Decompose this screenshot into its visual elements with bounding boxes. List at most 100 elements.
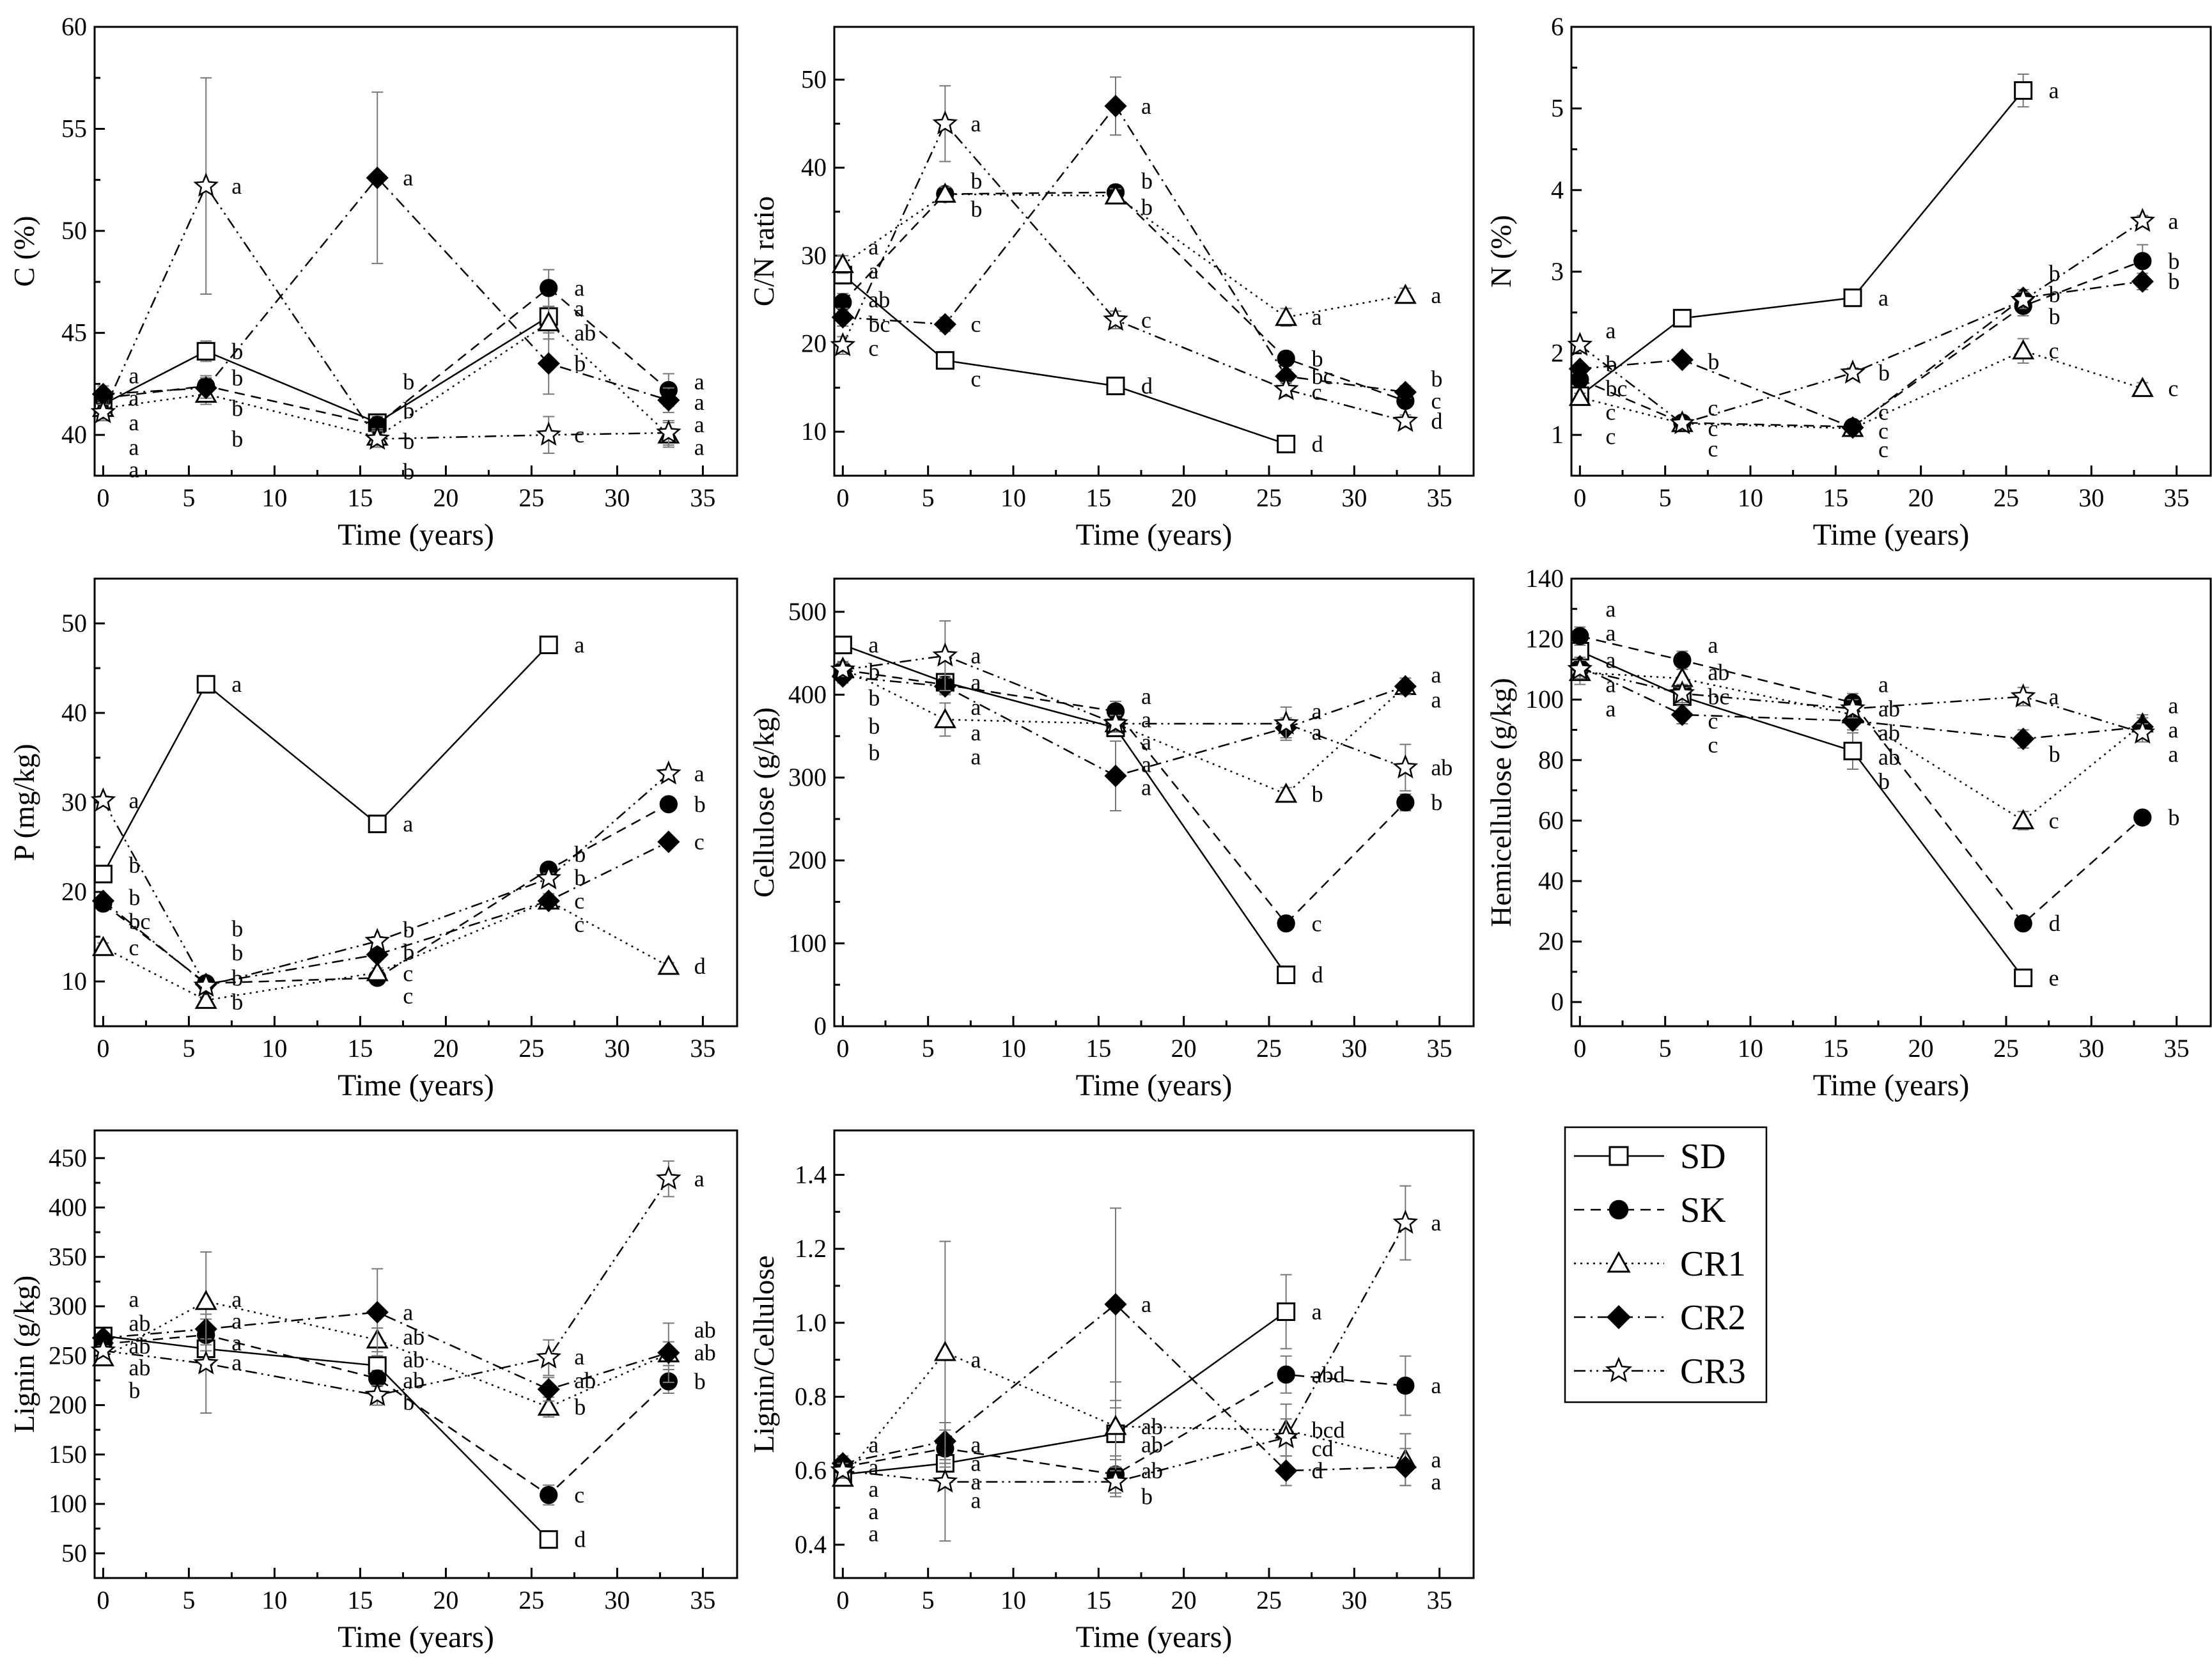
- significance-letter: c: [1605, 399, 1616, 425]
- y-axis-title: N (%): [1484, 215, 1517, 288]
- y-tick-label: 120: [1525, 625, 1564, 653]
- data-point-cr2: [537, 889, 560, 912]
- data-point-cr3: [655, 760, 682, 785]
- x-tick-label: 30: [604, 1034, 630, 1063]
- series-cr2: [831, 665, 1417, 811]
- chart-panel-7: 0 5 10 15 20 25 30 35 50 100 150 200 250 300 350 400 450…: [8, 1129, 738, 1654]
- data-point-cr2: [657, 389, 680, 412]
- significance-letter: a: [694, 369, 705, 395]
- significance-letter: b: [231, 965, 243, 990]
- y-axis-title: Lignin (g/kg): [8, 1276, 40, 1434]
- data-point-sd: [833, 636, 852, 655]
- series-cr3: [90, 760, 682, 997]
- data-point-sk: [1277, 1365, 1295, 1384]
- significance-letter: e: [2049, 965, 2059, 990]
- significance-letter: d: [1431, 409, 1442, 434]
- chart-panel-2: 0 5 10 15 20 25 30 35 10 20 30 40 50 Time (years) C/N …: [747, 26, 1475, 552]
- data-point-cr1: [2012, 809, 2035, 829]
- y-tick-label: 100: [49, 1489, 87, 1518]
- significance-letter: a: [1312, 698, 1322, 724]
- significance-letter: c: [1431, 388, 1441, 414]
- series-line-cr2: [1579, 666, 2143, 740]
- significance-letter: a: [868, 1432, 878, 1458]
- significance-letter: a: [129, 788, 139, 813]
- significance-letter: ab: [129, 1333, 150, 1359]
- significance-letter: a: [574, 275, 584, 301]
- x-tick-label: 10: [261, 483, 287, 512]
- data-point-cr2: [1841, 416, 1864, 439]
- y-axis-title: Lignin/Cellulose: [747, 1255, 780, 1453]
- data-point-cr3: [90, 1337, 116, 1362]
- significance-letter: b: [970, 196, 982, 222]
- significance-letter: a: [868, 1499, 878, 1524]
- data-point-cr3: [1840, 695, 1865, 720]
- y-tick-label: 40: [61, 698, 87, 727]
- significance-letter: c: [1708, 416, 1718, 441]
- data-point-cr1: [933, 182, 956, 203]
- significance-letter: a: [2168, 693, 2178, 719]
- x-tick-label: 25: [1256, 1034, 1282, 1063]
- x-tick-label: 0: [97, 1586, 109, 1614]
- x-tick-label: 10: [1738, 1034, 1763, 1063]
- data-point-cr2: [1671, 703, 1694, 726]
- data-point-cr2: [1568, 357, 1591, 380]
- legend-label: CR1: [1680, 1244, 1746, 1284]
- y-tick-label: 400: [788, 680, 827, 708]
- data-point-sd: [196, 341, 215, 361]
- significance-letter: a: [2168, 717, 2178, 742]
- x-axis-title: Time (years): [1813, 1068, 1970, 1102]
- significance-letter: b: [1141, 168, 1153, 194]
- data-point-cr3: [193, 173, 219, 197]
- x-tick-label: 35: [1427, 1034, 1453, 1063]
- x-tick-label: 20: [433, 483, 458, 512]
- data-point-cr2: [933, 313, 956, 336]
- data-point-sd: [1277, 965, 1296, 985]
- x-tick-label: 10: [1001, 1586, 1026, 1614]
- y-tick-label: 100: [788, 928, 827, 957]
- y-tick-label: 55: [61, 114, 87, 143]
- data-point-cr1: [1275, 782, 1298, 803]
- significance-letter: a: [694, 412, 705, 437]
- data-point-cr2: [91, 889, 115, 912]
- x-tick-label: 10: [261, 1034, 287, 1063]
- x-tick-label: 35: [690, 483, 715, 512]
- data-point-cr3: [1103, 306, 1128, 331]
- significance-letter: a: [1605, 620, 1616, 646]
- series-cr1: [91, 889, 680, 1009]
- x-tick-label: 25: [518, 1034, 544, 1063]
- series-line-cr2: [103, 176, 669, 402]
- significance-letter: a: [231, 1286, 242, 1312]
- x-axis-title: Time (years): [1813, 518, 1970, 552]
- y-tick-label: 300: [49, 1292, 87, 1320]
- significance-letter: ab: [1141, 1432, 1163, 1458]
- data-point-cr1: [1275, 306, 1298, 326]
- significance-letter: a: [970, 643, 981, 669]
- significance-letter: b: [2049, 741, 2060, 767]
- significance-letter: a: [1878, 672, 1889, 698]
- significance-letter: d: [574, 1527, 586, 1552]
- significance-letter: a: [868, 1476, 878, 1502]
- x-tick-label: 20: [1908, 1034, 1934, 1063]
- x-tick-label: 25: [1256, 483, 1282, 512]
- significance-letter: b: [2168, 805, 2179, 831]
- data-point-cr1: [1104, 1414, 1127, 1435]
- significance-letter: b: [2049, 260, 2060, 286]
- data-point-cr3: [1392, 754, 1419, 779]
- series-line-sd: [102, 316, 549, 424]
- series-sd: [93, 636, 558, 884]
- legend-label: SK: [1680, 1191, 1726, 1230]
- series-cr1: [831, 182, 1417, 327]
- significance-letter: b: [129, 852, 140, 878]
- x-tick-label: 35: [690, 1034, 715, 1063]
- significance-letter: a: [403, 811, 413, 837]
- legend-item-sk: SK: [1574, 1191, 1726, 1230]
- significance-letter: a: [694, 761, 705, 786]
- significance-letter: b: [231, 916, 243, 941]
- data-point-sk: [1277, 914, 1295, 933]
- data-point-cr2: [1104, 764, 1127, 788]
- significance-letter: b: [2168, 248, 2179, 274]
- x-tick-label: 10: [1001, 1034, 1026, 1063]
- significance-letter: a: [1141, 684, 1151, 709]
- data-point-cr3: [364, 1382, 390, 1406]
